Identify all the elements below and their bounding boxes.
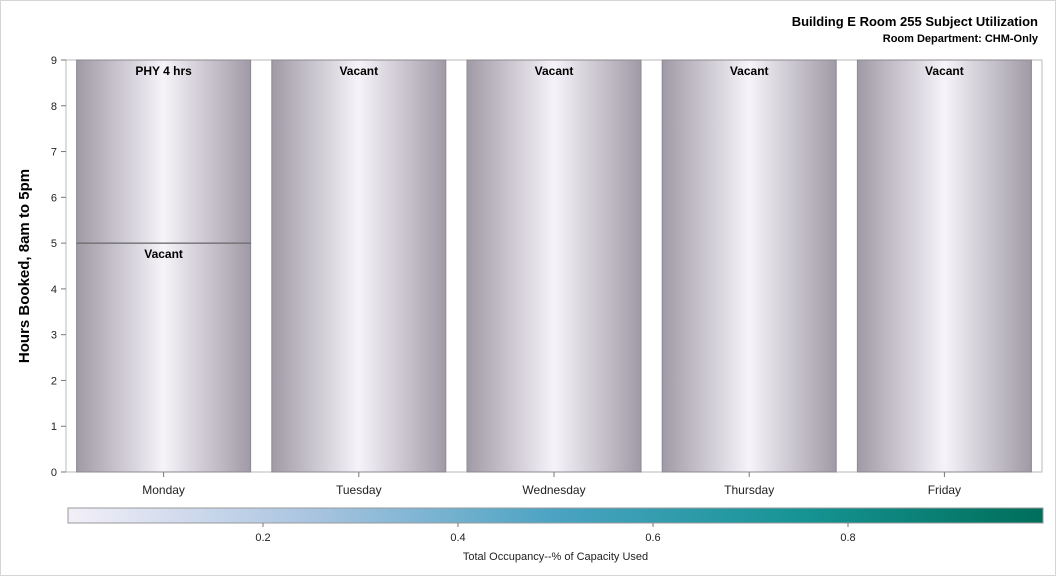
colorbar-tick-label: 0.8 [840, 532, 855, 544]
y-tick-label: 8 [51, 101, 57, 113]
y-tick-label: 0 [51, 467, 57, 479]
chart-title: Building E Room 255 Subject Utilization [791, 14, 1038, 29]
colorbar-title: Total Occupancy--% of Capacity Used [463, 551, 648, 563]
bar-data-label: Vacant [535, 64, 574, 78]
y-tick-label: 7 [51, 147, 57, 159]
bar-segment [271, 59, 447, 473]
y-tick-label: 5 [51, 238, 57, 250]
x-tick-label: Monday [142, 483, 185, 497]
y-tick-label: 9 [51, 55, 57, 67]
y-tick-label: 2 [51, 375, 57, 387]
y-tick-label: 6 [51, 192, 57, 204]
y-axis-title: Hours Booked, 8am to 5pm [16, 169, 33, 363]
x-tick-label: Friday [928, 483, 961, 497]
bar-data-label: Vacant [339, 64, 378, 78]
bar-segment [76, 59, 252, 244]
colorbar [67, 507, 1044, 524]
bar-segment [661, 59, 837, 473]
bar-segment [466, 59, 642, 473]
x-tick-label: Thursday [724, 483, 774, 497]
colorbar-tick-label: 0.6 [645, 532, 660, 544]
colorbar-tick-label: 0.2 [255, 532, 270, 544]
bar-data-label: Vacant [144, 247, 183, 261]
colorbar-tick-label: 0.4 [450, 532, 465, 544]
bar-data-label: PHY 4 hrs [135, 64, 192, 78]
chart-subtitle: Room Department: CHM-Only [882, 33, 1038, 45]
y-tick-label: 4 [51, 284, 57, 296]
bar-segment [76, 242, 252, 473]
x-tick-label: Tuesday [336, 483, 382, 497]
bar-data-label: Vacant [925, 64, 964, 78]
bar-segment [856, 59, 1032, 473]
y-tick-label: 1 [51, 421, 57, 433]
bar-data-label: Vacant [730, 64, 769, 78]
y-tick-label: 3 [51, 330, 57, 342]
x-tick-label: Wednesday [522, 483, 585, 497]
